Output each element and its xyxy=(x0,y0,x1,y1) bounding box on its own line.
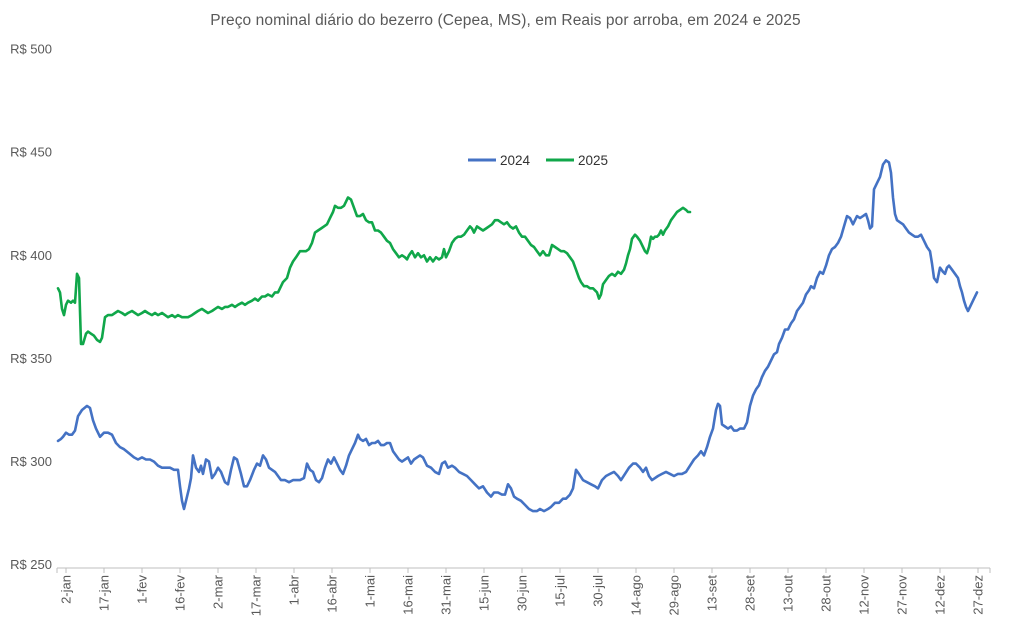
x-tick-label: 15-jun xyxy=(477,575,492,611)
x-tick-label: 14-ago xyxy=(629,575,644,615)
x-tick-label: 16-fev xyxy=(173,575,188,612)
y-tick-label: R$ 250 xyxy=(10,557,52,572)
x-tick-label: 1-fev xyxy=(135,575,150,604)
y-tick-label: R$ 400 xyxy=(10,248,52,263)
legend-item-2024: 2024 xyxy=(468,153,531,168)
x-tick-label: 13-set xyxy=(705,575,720,612)
series-2025-line xyxy=(56,196,692,346)
x-tick-label: 27-dez xyxy=(971,575,986,615)
x-tick-label: 28-set xyxy=(743,575,758,612)
x-tick-label: 28-out xyxy=(819,575,834,612)
x-tick-label: 1-abr xyxy=(287,574,302,605)
y-tick-label: R$ 450 xyxy=(10,145,52,160)
y-tick-label: R$ 500 xyxy=(10,42,52,57)
x-tick-label: 2-mar xyxy=(211,574,226,609)
series-2024-line xyxy=(56,159,979,513)
chart-title: Preço nominal diário do bezerro (Cepea, … xyxy=(210,12,801,29)
x-tick-label: 13-out xyxy=(781,575,796,612)
x-tick-label: 17-mar xyxy=(249,574,264,616)
legend-label-2024: 2024 xyxy=(500,153,531,168)
x-tick-label: 16-mai xyxy=(401,575,416,615)
x-tick-label: 15-jul xyxy=(553,575,568,607)
x-tick-label: 1-mai xyxy=(363,575,378,608)
x-tick-label: 30-jun xyxy=(515,575,530,611)
x-tick-label: 16-abr xyxy=(325,574,340,612)
legend-label-2025: 2025 xyxy=(578,153,608,168)
x-tick-label: 27-nov xyxy=(895,575,910,615)
x-tick-label: 12-nov xyxy=(857,575,872,615)
x-tick-label: 30-jul xyxy=(591,575,606,607)
x-tick-label: 31-mai xyxy=(439,575,454,615)
x-tick-label: 29-ago xyxy=(667,575,682,615)
x-tick-label: 12-dez xyxy=(933,575,948,615)
legend-item-2025: 2025 xyxy=(546,153,608,168)
y-tick-label: R$ 350 xyxy=(10,351,52,366)
x-tick-label: 17-jan xyxy=(97,575,112,611)
x-tick-label: 2-jan xyxy=(59,575,74,604)
y-tick-label: R$ 300 xyxy=(10,454,52,469)
